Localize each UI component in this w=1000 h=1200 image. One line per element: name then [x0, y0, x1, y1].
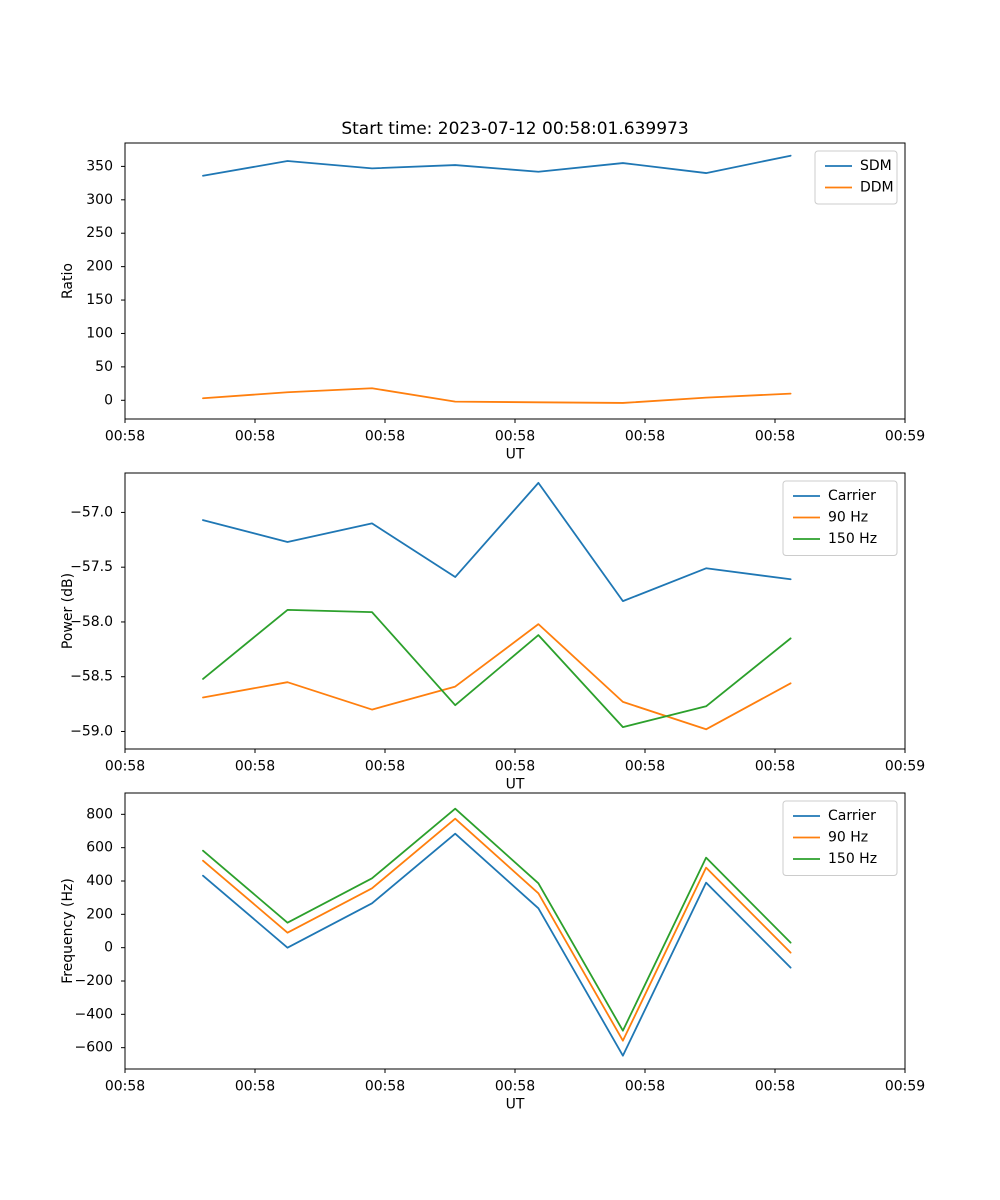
- tick-or-axis-label: 00:58: [755, 759, 795, 775]
- y-axis-title: Power (dB): [60, 573, 76, 649]
- tick-or-axis-label: 00:59: [885, 759, 925, 775]
- legend-label: 150 Hz: [828, 531, 877, 547]
- legend: Carrier 90 Hz 150 Hz: [782, 800, 898, 876]
- tick-or-axis-label: 00:59: [885, 1079, 925, 1095]
- tick-or-axis-label: −400: [75, 1006, 113, 1022]
- tick-or-axis-label: 00:58: [365, 1079, 405, 1095]
- legend-label: SDM: [860, 158, 892, 174]
- y-axis: −600 −400 −200 0 200 400 600 800 Frequency (Hz): [60, 806, 125, 1056]
- series-line-carrier: [202, 832, 792, 1057]
- y-axis: 0 50 100 150 200 250 300 350 Ratio: [60, 158, 125, 408]
- legend-label: DDM: [860, 180, 894, 196]
- tick-or-axis-label: 00:58: [495, 1079, 535, 1095]
- tick-or-axis-label: 00:58: [625, 759, 665, 775]
- tick-or-axis-label: 0: [104, 940, 113, 956]
- tick-or-axis-label: 100: [86, 325, 113, 341]
- axes-frame: [124, 142, 906, 420]
- x-axis-title: UT: [506, 447, 525, 463]
- tick-or-axis-label: 00:58: [105, 1079, 145, 1095]
- tick-or-axis-label: 00:58: [235, 429, 275, 445]
- legend-label: 150 Hz: [828, 851, 877, 867]
- legend-label: Carrier: [828, 488, 876, 504]
- subplot-0: 00:58 00:58 00:58 00:58 00:58 00:58 00:59 UT 0 50…: [60, 142, 925, 463]
- tick-or-axis-label: 200: [86, 906, 113, 922]
- legend-label: Carrier: [828, 808, 876, 824]
- x-axis: 00:58 00:58 00:58 00:58 00:58 00:58 00:59 UT: [105, 1069, 925, 1113]
- tick-or-axis-label: −59.0: [70, 723, 113, 739]
- tick-or-axis-label: 00:58: [105, 759, 145, 775]
- tick-or-axis-label: 00:58: [235, 1079, 275, 1095]
- tick-or-axis-label: −57.0: [70, 504, 113, 520]
- tick-or-axis-label: 250: [86, 225, 113, 241]
- tick-or-axis-label: 00:58: [625, 429, 665, 445]
- figure-title: Start time: 2023-07-12 00:58:01.639973: [341, 119, 689, 139]
- tick-or-axis-label: 00:58: [105, 429, 145, 445]
- tick-or-axis-label: −200: [75, 973, 113, 989]
- series-line-90-hz: [202, 817, 792, 1042]
- legend: Carrier 90 Hz 150 Hz: [782, 480, 898, 556]
- series-line-150-hz: [202, 609, 792, 728]
- tick-or-axis-label: 800: [86, 806, 113, 822]
- tick-or-axis-label: −58.5: [70, 669, 113, 685]
- tick-or-axis-label: 00:58: [625, 1079, 665, 1095]
- tick-or-axis-label: 00:58: [235, 759, 275, 775]
- subplot-1: 00:58 00:58 00:58 00:58 00:58 00:58 00:59 UT −59…: [60, 472, 925, 793]
- tick-or-axis-label: −58.0: [70, 614, 113, 630]
- tick-or-axis-label: 600: [86, 840, 113, 856]
- tick-or-axis-label: 00:58: [495, 429, 535, 445]
- tick-or-axis-label: 300: [86, 192, 113, 208]
- tick-or-axis-label: 200: [86, 259, 113, 275]
- y-axis-title: Ratio: [60, 263, 76, 299]
- tick-or-axis-label: 00:58: [755, 429, 795, 445]
- x-axis-title: UT: [506, 777, 525, 793]
- x-axis-title: UT: [506, 1097, 525, 1113]
- legend-box: [814, 150, 898, 205]
- x-axis: 00:58 00:58 00:58 00:58 00:58 00:58 00:59 UT: [105, 419, 925, 463]
- legend-box: [782, 480, 898, 556]
- tick-or-axis-label: −57.5: [70, 559, 113, 575]
- tick-or-axis-label: 350: [86, 158, 113, 174]
- y-axis-title: Frequency (Hz): [60, 878, 76, 984]
- series-line-ddm: [202, 387, 792, 404]
- tick-or-axis-label: −600: [75, 1040, 113, 1056]
- tick-or-axis-label: 50: [95, 359, 113, 375]
- subplot-2: 00:58 00:58 00:58 00:58 00:58 00:58 00:59 UT −60…: [60, 792, 925, 1113]
- series-line-90-hz: [202, 623, 792, 731]
- tick-or-axis-label: 00:58: [365, 759, 405, 775]
- x-axis: 00:58 00:58 00:58 00:58 00:58 00:58 00:59 UT: [105, 749, 925, 793]
- series-line-150-hz: [202, 807, 792, 1032]
- y-axis: −59.0 −58.5 −58.0 −57.5 −57.0 Power (dB): [60, 504, 125, 739]
- tick-or-axis-label: 0: [104, 392, 113, 408]
- tick-or-axis-label: 00:58: [495, 759, 535, 775]
- tick-or-axis-label: 150: [86, 292, 113, 308]
- legend-label: 90 Hz: [828, 510, 868, 526]
- legend-box: [782, 800, 898, 876]
- tick-or-axis-label: 00:59: [885, 429, 925, 445]
- series-line-carrier: [202, 481, 792, 603]
- series-line-sdm: [202, 154, 792, 177]
- tick-or-axis-label: 00:58: [755, 1079, 795, 1095]
- tick-or-axis-label: 400: [86, 873, 113, 889]
- tick-or-axis-label: 00:58: [365, 429, 405, 445]
- legend: SDM DDM: [814, 150, 898, 205]
- legend-label: 90 Hz: [828, 830, 868, 846]
